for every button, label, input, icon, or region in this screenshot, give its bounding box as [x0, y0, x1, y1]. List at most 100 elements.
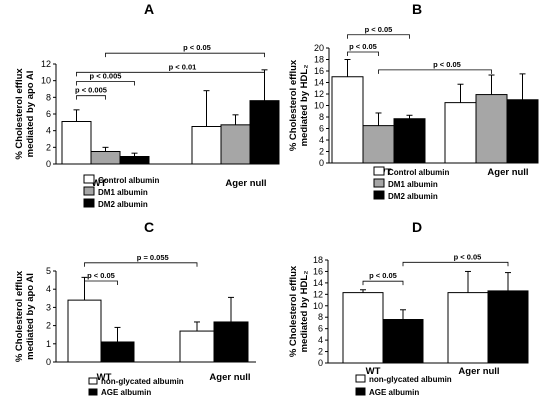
- y-tick-label: 18: [313, 255, 323, 265]
- significance-label: p < 0.01: [169, 62, 197, 71]
- significance-bracket: [76, 81, 135, 86]
- y-tick-label: 6: [318, 324, 323, 334]
- significance-label: p < 0.005: [75, 86, 107, 95]
- bar: [382, 319, 424, 364]
- bar: [331, 76, 364, 164]
- y-tick-label: 4: [319, 135, 324, 145]
- significance-label: p = 0.055: [137, 253, 169, 262]
- x-category-label: WT: [97, 372, 112, 383]
- legend-label: DM2 albumin: [98, 200, 148, 209]
- legend-swatch: [83, 174, 95, 184]
- legend-label: non-glycated albumin: [369, 375, 452, 384]
- significance-bracket: [84, 280, 118, 286]
- y-axis-label-line: mediated by apo AI: [25, 71, 36, 158]
- significance-bracket: [378, 69, 492, 74]
- y-tick-label: 6: [319, 124, 324, 134]
- significance-label: p < 0.05: [454, 252, 482, 261]
- panel-label: B: [412, 1, 422, 17]
- legend-label: non-glycated albumin: [101, 377, 184, 386]
- y-tick-label: 8: [46, 92, 51, 102]
- y-tick-label: 20: [314, 43, 324, 53]
- y-tick-label: 14: [313, 278, 323, 288]
- significance-bracket: [84, 262, 198, 267]
- bar: [447, 292, 489, 364]
- significance-label: p < 0.05: [433, 60, 461, 69]
- significance-label: p < 0.05: [183, 43, 211, 52]
- bar: [100, 341, 135, 363]
- significance-label: p < 0.05: [349, 42, 377, 51]
- bar: [475, 94, 508, 164]
- y-axis-label: % Cholesterol efflux mediated by HDL₂: [288, 265, 310, 357]
- y-axis-label-line: mediated by HDL₂: [299, 65, 310, 147]
- y-axis-label: % Cholesterol efflux mediated by apo AI: [14, 68, 36, 160]
- legend-swatch: [373, 166, 385, 176]
- y-tick-label: 8: [319, 112, 324, 122]
- significance-label: p < 0.05: [369, 271, 397, 280]
- y-axis-label-line: % Cholesterol efflux: [14, 270, 25, 362]
- bar: [342, 292, 384, 364]
- y-tick-label: 2: [46, 321, 51, 331]
- y-tick-label: 10: [313, 301, 323, 311]
- y-tick-label: 4: [318, 335, 323, 345]
- y-tick-label: 18: [314, 55, 324, 65]
- significance-label: p < 0.005: [90, 72, 122, 81]
- y-tick-label: 10: [41, 76, 51, 86]
- bar: [506, 99, 539, 164]
- y-axis-label-line: % Cholesterol efflux: [14, 68, 25, 160]
- bar: [67, 299, 102, 363]
- bar: [191, 126, 222, 165]
- y-tick-label: 14: [314, 78, 324, 88]
- bar: [444, 102, 477, 164]
- significance-bracket: [347, 51, 379, 57]
- legend-swatch: [88, 377, 98, 385]
- panel-a: A 0 2 4 6 8 10 12 % Cholesterol efflux mediated b…: [14, 1, 280, 209]
- significance-bracket: [76, 95, 106, 100]
- y-tick-label: 16: [314, 66, 324, 76]
- panel-label: D: [412, 219, 422, 235]
- bar: [362, 125, 395, 164]
- y-tick-label: 0: [46, 357, 51, 367]
- bar: [61, 121, 92, 165]
- y-tick-label: 12: [41, 59, 51, 69]
- legend-swatch: [83, 198, 95, 208]
- legend-label: AGE albumin: [101, 388, 151, 397]
- y-tick-label: 12: [314, 89, 324, 99]
- x-category-label: WT: [366, 366, 381, 377]
- significance-label: p < 0.05: [365, 25, 393, 34]
- y-tick-label: 6: [46, 109, 51, 119]
- y-axis-label-line: % Cholesterol efflux: [288, 59, 299, 151]
- legend-label: DM2 albumin: [388, 192, 438, 201]
- y-tick-label: 4: [46, 126, 51, 136]
- legend-swatch: [83, 186, 95, 196]
- bar: [220, 124, 251, 165]
- legend-swatch: [373, 190, 385, 200]
- x-category-label: Ager null: [487, 167, 528, 178]
- legend-label: Control albumin: [388, 168, 449, 177]
- y-tick-label: 0: [318, 358, 323, 368]
- panel-label: C: [144, 219, 154, 235]
- y-tick-label: 4: [46, 284, 51, 294]
- y-axis-label-line: mediated by HDL₂: [299, 271, 310, 353]
- y-tick-label: 12: [313, 289, 323, 299]
- y-axis-label: % Cholesterol efflux mediated by apo AI: [14, 270, 36, 362]
- y-axis-label: % Cholesterol efflux mediated by HDL₂: [288, 59, 310, 151]
- y-axis-label-line: % Cholesterol efflux: [288, 265, 299, 357]
- y-tick-label: 8: [318, 312, 323, 322]
- y-tick-label: 2: [318, 347, 323, 357]
- significance-label: p < 0.05: [87, 271, 115, 280]
- x-category-label: Ager null: [458, 366, 499, 377]
- y-tick-label: 2: [319, 147, 324, 157]
- x-category-label: Ager null: [225, 178, 266, 189]
- y-tick-label: 10: [314, 101, 324, 111]
- legend-swatch: [355, 374, 366, 383]
- y-tick-label: 0: [319, 158, 324, 168]
- bar: [393, 118, 426, 164]
- y-tick-label: 1: [46, 339, 51, 349]
- legend-swatch: [88, 388, 98, 396]
- significance-bracket: [105, 52, 265, 58]
- bar: [179, 330, 215, 363]
- bar: [119, 156, 150, 165]
- significance-bracket: [362, 280, 404, 286]
